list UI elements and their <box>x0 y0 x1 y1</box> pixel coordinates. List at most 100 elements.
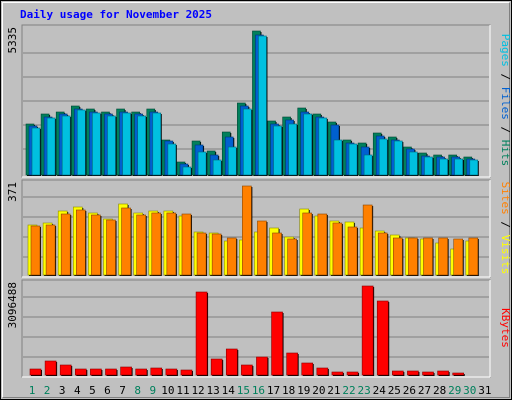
bar-fill <box>258 35 267 176</box>
x-tick-label: 27 <box>418 384 431 397</box>
bar-fill <box>182 166 192 176</box>
bar-fill <box>333 139 343 176</box>
bar-fill <box>331 371 344 376</box>
pages-bar <box>212 159 223 176</box>
pages-bar <box>394 140 404 176</box>
sites-bar <box>302 212 313 276</box>
sites-bar <box>423 237 434 276</box>
bar-fill <box>180 369 193 376</box>
kbytes-bar <box>407 370 420 376</box>
chart-title: Daily usage for November 2025 <box>20 8 213 21</box>
panel-max-label: 3096488 <box>6 282 19 328</box>
bar-fill <box>454 158 464 176</box>
pages-bar <box>137 115 147 176</box>
bar-fill <box>286 352 298 376</box>
kbytes-bar <box>165 368 178 376</box>
bar-fill <box>121 207 131 276</box>
bar-fill <box>120 366 132 376</box>
sites-bar <box>91 214 102 276</box>
bar-fill <box>363 154 373 176</box>
kbytes-bar <box>150 367 163 376</box>
x-tick-label: 11 <box>176 384 189 397</box>
bar-fill <box>167 143 177 176</box>
kbytes-bar <box>180 369 193 376</box>
x-tick-label: 5 <box>89 384 96 397</box>
kbytes-bar <box>271 311 284 376</box>
pages-bar <box>76 109 87 176</box>
sites-bar <box>226 237 238 276</box>
bar-fill <box>287 238 297 276</box>
x-tick-label: 28 <box>433 384 446 397</box>
kbytes-bar <box>120 366 133 376</box>
kbytes-bar <box>346 371 360 376</box>
x-tick-label: 12 <box>191 384 204 397</box>
bar-fill <box>424 156 433 176</box>
sites-bar <box>453 238 464 276</box>
bar-fill <box>136 214 146 276</box>
sites-bar <box>45 224 57 276</box>
bar-fill <box>106 219 116 276</box>
pages-bar <box>92 112 102 176</box>
x-tick-label: 7 <box>119 384 126 397</box>
bar-fill <box>257 220 267 276</box>
pages-bar <box>243 108 253 176</box>
kbytes-bar <box>316 367 329 376</box>
pages-bar <box>273 125 283 176</box>
panel-legend: KBytes <box>499 308 512 348</box>
kbytes-bar <box>135 368 148 376</box>
bar-fill <box>44 360 57 376</box>
bar-fill <box>468 237 479 276</box>
bar-fill <box>243 108 252 176</box>
pages-bar <box>227 146 238 176</box>
bar-fill <box>90 368 102 376</box>
kbytes-bar <box>195 291 209 376</box>
bar-fill <box>377 232 388 276</box>
sites-bar <box>468 237 479 276</box>
x-tick-label: 3 <box>59 384 66 397</box>
bar-fill <box>348 143 358 176</box>
pages-bar <box>348 143 359 176</box>
legend-separator: / <box>499 120 512 140</box>
x-tick-label: 26 <box>403 384 416 397</box>
sites-bar <box>151 212 162 276</box>
pages-bar <box>152 112 162 176</box>
bar-fill <box>74 368 87 376</box>
legend-entry: Files <box>499 87 512 120</box>
bar-fill <box>409 151 418 176</box>
bar-fill <box>288 123 297 176</box>
pages-bar <box>197 151 208 176</box>
bar-fill <box>318 117 328 176</box>
bar-fill <box>242 185 252 276</box>
bar-fill <box>438 237 448 276</box>
kbytes-bar <box>74 368 88 376</box>
bar-fill <box>317 213 328 276</box>
bar-fill <box>151 212 162 276</box>
kbytes-bar <box>392 370 405 376</box>
kbytes-bar <box>44 360 58 376</box>
sites-bar <box>377 232 389 276</box>
kbytes-bar <box>90 368 103 376</box>
x-tick-label: 19 <box>297 384 310 397</box>
legend-separator: / <box>499 215 512 235</box>
bar-fill <box>76 109 86 176</box>
legend-entry: Sites <box>499 182 512 215</box>
bar-fill <box>210 358 223 376</box>
pages-bar <box>258 35 268 176</box>
x-tick-label: 13 <box>207 384 220 397</box>
legend-entry: Pages <box>499 34 512 67</box>
x-tick-label: 2 <box>44 384 51 397</box>
sites-bar <box>317 213 328 276</box>
sites-bar <box>332 222 343 276</box>
bar-fill <box>271 311 283 376</box>
bar-fill <box>30 225 41 276</box>
bar-fill <box>135 368 147 376</box>
x-tick-label: 29 <box>448 384 461 397</box>
kbytes-bar <box>105 368 118 376</box>
legend-entry: Visits <box>499 235 512 275</box>
plot-area <box>21 279 491 378</box>
pages-bar <box>439 158 449 176</box>
x-tick-label: 1 <box>29 384 36 397</box>
pages-bar <box>318 117 328 176</box>
panel-max-label: 371 <box>6 182 19 202</box>
pages-bar <box>122 112 132 176</box>
